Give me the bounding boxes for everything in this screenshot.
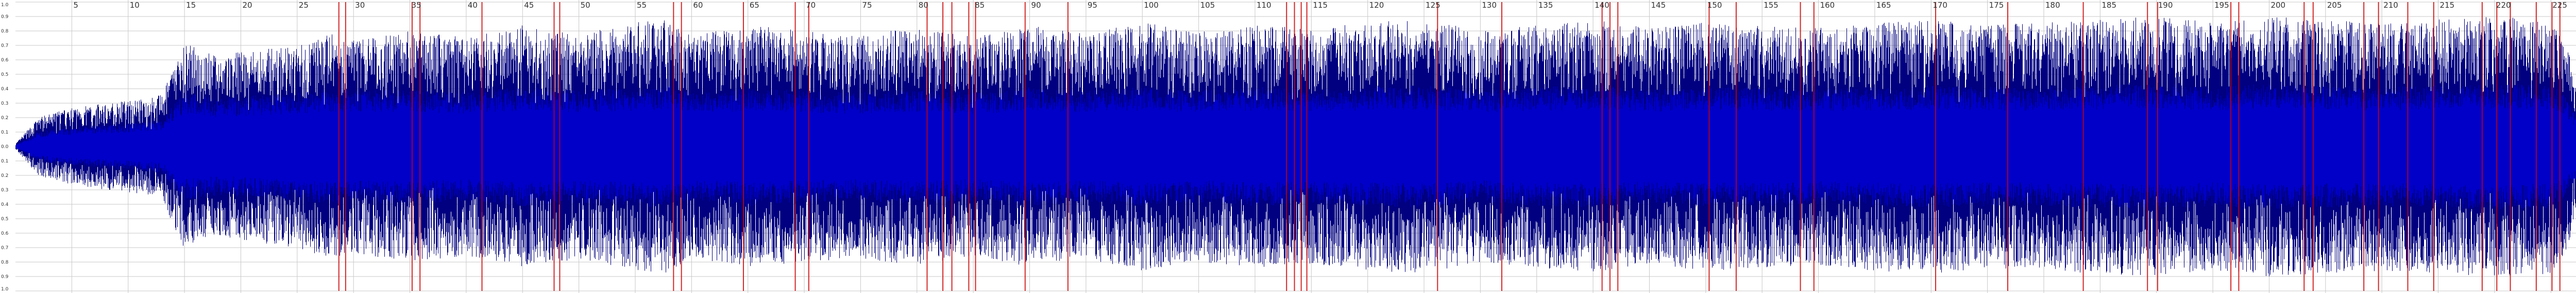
time-tick-label: 65: [750, 1, 759, 10]
time-tick-label: 145: [1651, 1, 1666, 10]
amplitude-tick-label: 0.7: [1, 246, 8, 251]
time-tick-label: 210: [2383, 1, 2398, 10]
amplitude-tick-label: 0.2: [1, 116, 8, 121]
time-tick-label: 190: [2158, 1, 2173, 10]
amplitude-ruler: 1.0 0.9 0.8 0.7 0.6 0.5 0.4 0.3 0.2 0.1 0.0 0.1 0.2 0…: [1, 3, 9, 292]
amplitude-tick-label: 0.4: [1, 202, 9, 207]
time-tick-label: 215: [2440, 1, 2455, 10]
time-tick-label: 90: [1031, 1, 1041, 10]
amplitude-tick-label: 0.5: [1, 217, 8, 222]
time-tick-label: 160: [1820, 1, 1835, 10]
time-tick-label: 205: [2327, 1, 2342, 10]
time-tick-label: 155: [1764, 1, 1778, 10]
time-tick-label: 55: [637, 1, 647, 10]
amplitude-tick-label: 1.0: [1, 3, 9, 8]
time-tick-label: 95: [1088, 1, 1097, 10]
time-tick-label: 75: [862, 1, 872, 10]
time-tick-label: 85: [975, 1, 985, 10]
time-tick-label: 140: [1595, 1, 1609, 10]
time-tick-label: 20: [242, 1, 252, 10]
time-tick-label: 150: [1707, 1, 1722, 10]
amplitude-tick-label: 0.6: [1, 231, 9, 236]
time-tick-label: 135: [1538, 1, 1553, 10]
amplitude-tick-label: 0.6: [1, 58, 9, 63]
time-tick-label: 120: [1369, 1, 1384, 10]
amplitude-tick-label: 0.0: [1, 144, 9, 150]
time-tick-label: 170: [1933, 1, 1947, 10]
time-tick-label: 115: [1313, 1, 1328, 10]
amplitude-tick-label: 0.3: [1, 101, 8, 106]
amplitude-tick-label: 0.7: [1, 43, 8, 48]
amplitude-tick-label: 0.1: [1, 159, 8, 164]
time-tick-label: 45: [524, 1, 534, 10]
amplitude-tick-label: 0.5: [1, 72, 8, 77]
time-tick-label: 40: [468, 1, 478, 10]
waveform[interactable]: [15, 17, 2576, 276]
amplitude-tick-label: 0.3: [1, 188, 8, 193]
time-tick-label: 10: [130, 1, 140, 10]
amplitude-tick-label: 0.8: [1, 260, 9, 265]
time-tick-label: 175: [1989, 1, 2004, 10]
time-tick-label: 225: [2552, 1, 2567, 10]
time-tick-label: 165: [1876, 1, 1891, 10]
waveform-rms[interactable]: [15, 84, 2576, 209]
time-tick-label: 30: [355, 1, 365, 10]
time-tick-label: 110: [1257, 1, 1272, 10]
time-tick-label: 180: [2045, 1, 2060, 10]
time-ruler: 5 10 15 20 25 30 35 40 45 50 55 60 65 70 75 80 85 90 95 100…: [73, 1, 2567, 10]
amplitude-tick-label: 0.9: [1, 14, 9, 20]
time-tick-label: 15: [186, 1, 196, 10]
time-tick-label: 220: [2496, 1, 2511, 10]
time-tick-label: 5: [73, 1, 78, 10]
amplitude-tick-label: 0.1: [1, 130, 8, 135]
amplitude-tick-label: 0.4: [1, 87, 9, 92]
time-tick-label: 80: [919, 1, 928, 10]
time-tick-label: 100: [1144, 1, 1159, 10]
time-tick-label: 105: [1200, 1, 1215, 10]
time-tick-label: 50: [581, 1, 590, 10]
time-tick-label: 130: [1482, 1, 1497, 10]
time-tick-label: 200: [2270, 1, 2285, 10]
time-tick-label: 35: [412, 1, 421, 10]
time-tick-label: 25: [299, 1, 309, 10]
amplitude-tick-label: 0.9: [1, 274, 9, 280]
clipping-markers: [338, 2, 2561, 291]
amplitude-tick-label: 1.0: [1, 287, 9, 292]
time-tick-label: 125: [1426, 1, 1440, 10]
amplitude-tick-label: 0.8: [1, 29, 9, 34]
time-tick-label: 60: [693, 1, 703, 10]
time-tick-label: 185: [2102, 1, 2116, 10]
amplitude-tick-label: 0.2: [1, 173, 8, 178]
time-tick-label: 195: [2214, 1, 2229, 10]
time-tick-label: 70: [806, 1, 816, 10]
